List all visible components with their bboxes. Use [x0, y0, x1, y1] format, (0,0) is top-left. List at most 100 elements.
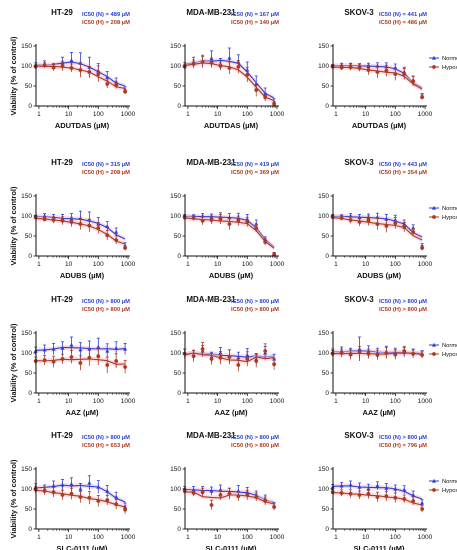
fit-band-normoxia [184, 487, 275, 505]
data-point-normoxia [78, 486, 83, 491]
data-point-hypoxia [411, 230, 416, 234]
legend-label: Normoxia [442, 206, 457, 212]
data-point-hypoxia [60, 493, 65, 497]
data-point-hypoxia [272, 505, 277, 509]
data-point-hypoxia [263, 95, 268, 100]
data-point-hypoxia [191, 216, 196, 220]
legend-marker [432, 55, 436, 60]
data-point-hypoxia [254, 226, 259, 230]
data-point-normoxia [105, 75, 110, 79]
ic50-annotation-hypoxia: IC50 (H) = 369 µM [231, 170, 279, 176]
data-point-hypoxia [96, 499, 101, 503]
chart-title: MDA-MB-231 [186, 8, 236, 17]
x-tick-label: 100 [390, 111, 401, 118]
y-tick-label: 50 [25, 506, 33, 513]
data-point-hypoxia [218, 493, 223, 497]
data-point-hypoxia [51, 490, 56, 495]
data-point-hypoxia [123, 365, 128, 369]
data-point-hypoxia [366, 351, 371, 356]
data-point-hypoxia [375, 222, 380, 226]
ic50-annotation-normoxia: IC50 (N) > 800 µM [82, 435, 130, 441]
data-point-hypoxia [114, 359, 119, 363]
data-point-hypoxia [420, 95, 425, 100]
x-tick-label: 1 [37, 111, 41, 118]
y-tick-label: 0 [325, 253, 329, 260]
chart-title: SKOV-3 [344, 295, 374, 304]
data-point-hypoxia [69, 66, 74, 70]
ic50-annotation-normoxia: IC50 (N) = 167 µM [231, 12, 279, 18]
data-point-hypoxia [200, 218, 205, 223]
x-axis-label: AAZ (µM) [362, 408, 396, 417]
data-point-hypoxia [60, 357, 65, 361]
data-point-hypoxia [51, 359, 56, 364]
data-point-hypoxia [411, 351, 416, 356]
y-tick-label: 0 [325, 390, 329, 397]
x-axis-label: ADUBS (µM) [60, 271, 105, 280]
data-point-normoxia [227, 55, 232, 60]
panel-10: 0 50 100 150 1 10 100 1000 SLC-0111 (µM) Viabilit… [9, 431, 136, 550]
panel-4: 0 50 100 150 1 10 100 1000 ADUBS (µM) Viability (… [9, 158, 136, 280]
x-tick-label: 10 [214, 261, 222, 268]
x-tick-label: 100 [93, 111, 104, 118]
ic50-annotation-hypoxia: IC50 (H) = 653 µM [82, 443, 130, 449]
x-tick-label: 1000 [270, 398, 285, 405]
data-point-hypoxia [348, 218, 353, 222]
legend-marker [432, 478, 436, 483]
x-axis-label: AAZ (µM) [65, 408, 99, 417]
fit-band-normoxia [184, 213, 275, 250]
data-point-hypoxia [218, 217, 223, 222]
data-point-hypoxia [42, 358, 47, 363]
data-point-hypoxia [357, 350, 362, 355]
ic50-annotation-normoxia: IC50 (N) = 489 µM [82, 12, 130, 18]
chart-title: HT-29 [51, 295, 73, 304]
panel-3: 0 50 100 150 1 10 100 1000 ADUTDAS (µM) SKOV-3 IC5… [318, 8, 457, 130]
x-tick-label: 1000 [418, 111, 433, 118]
data-point-normoxia [114, 346, 119, 350]
y-tick-label: 0 [325, 103, 329, 110]
ic50-annotation-normoxia: IC50 (N) > 800 µM [82, 299, 130, 305]
ic50-annotation-normoxia: IC50 (N) > 800 µM [379, 435, 427, 441]
data-point-hypoxia [245, 493, 250, 497]
data-point-normoxia [375, 215, 380, 219]
data-point-hypoxia [272, 252, 277, 257]
y-tick-label: 50 [322, 506, 330, 513]
y-axis-label: Viability (% of control) [9, 36, 18, 116]
data-point-hypoxia [393, 221, 398, 226]
legend-marker [432, 215, 436, 219]
data-point-hypoxia [96, 354, 101, 359]
data-point-hypoxia [69, 220, 74, 224]
data-point-hypoxia [87, 495, 92, 500]
ic50-annotation-hypoxia: IC50 (H) > 800 µM [379, 307, 427, 313]
data-point-normoxia [78, 347, 83, 352]
data-point-hypoxia [236, 363, 241, 367]
ic50-annotation-normoxia: IC50 (N) > 800 µM [231, 435, 279, 441]
y-tick-label: 150 [21, 466, 32, 473]
x-tick-label: 100 [242, 534, 253, 541]
data-point-hypoxia [209, 60, 214, 65]
y-axis-label: Viability (% of control) [9, 323, 18, 403]
data-point-hypoxia [218, 64, 223, 68]
data-point-hypoxia [366, 491, 371, 496]
data-point-hypoxia [402, 225, 407, 230]
data-point-normoxia [339, 483, 344, 488]
x-axis-label: SLC-0111 (µM) [56, 544, 108, 550]
data-point-hypoxia [366, 68, 371, 72]
ic50-annotation-hypoxia: IC50 (H) = 486 µM [379, 20, 427, 26]
data-point-hypoxia [42, 489, 47, 493]
data-point-normoxia [105, 348, 110, 353]
data-point-hypoxia [236, 218, 241, 223]
x-axis-label: ADUTDAS (µM) [352, 121, 407, 130]
data-point-hypoxia [402, 72, 407, 76]
data-point-hypoxia [191, 491, 196, 495]
y-tick-label: 0 [177, 526, 181, 533]
y-axis-label: Viability (% of control) [9, 459, 18, 539]
x-tick-label: 10 [362, 534, 370, 541]
data-point-hypoxia [105, 82, 110, 86]
data-point-hypoxia [272, 362, 277, 367]
x-tick-label: 10 [65, 398, 73, 405]
data-point-hypoxia [384, 224, 389, 228]
data-point-hypoxia [245, 72, 250, 77]
y-tick-label: 50 [322, 233, 330, 240]
data-point-hypoxia [200, 490, 205, 495]
